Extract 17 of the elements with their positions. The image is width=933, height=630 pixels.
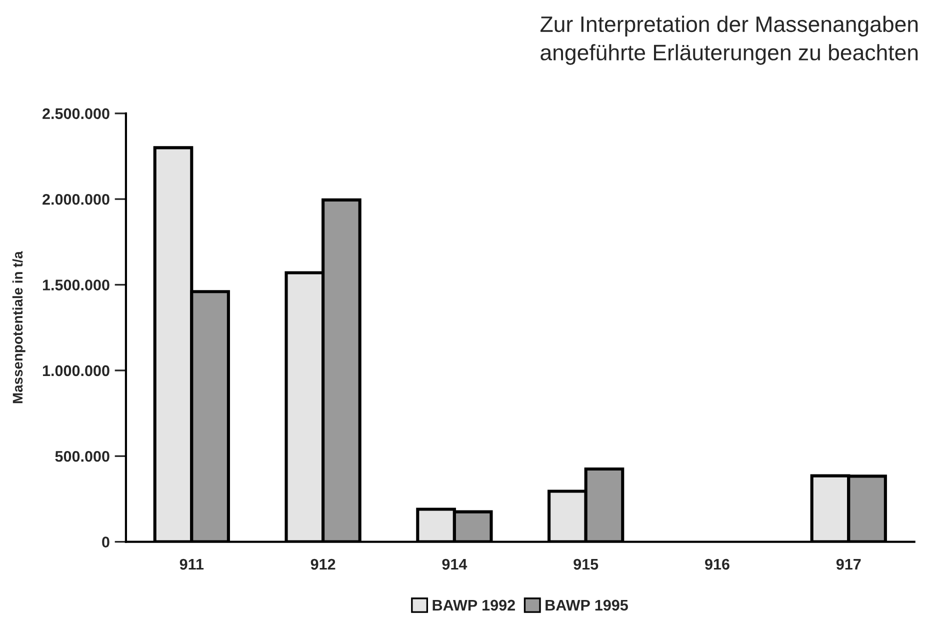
x-tick-label: 915: [574, 558, 598, 570]
x-tick-label: 914: [442, 558, 468, 570]
y-tick-label: 1.500.000: [42, 280, 110, 290]
y-tick-label: 0: [102, 536, 110, 548]
y-tick-label: 1.000.000: [42, 365, 110, 376]
y-tick-label: 2.000.000: [42, 194, 110, 205]
x-tick-label: 911: [180, 558, 204, 570]
legend-label: BAWP 1992: [432, 600, 515, 611]
text: angeführte Erläuterungen zu beachten: [540, 44, 918, 65]
text: Zur Interpretation der Massenangaben: [540, 16, 918, 36]
x-tick-label: 916: [705, 558, 730, 570]
x-tick-label: 912: [310, 558, 336, 570]
y-axis-title: Massenpotentiale in t/a: [12, 251, 26, 404]
y-tick-label: 500.000: [55, 450, 110, 462]
x-tick-label: 917: [836, 558, 861, 570]
legend-label: BAWP 1995: [546, 600, 628, 611]
y-tick-label: 2.500.000: [42, 108, 110, 120]
